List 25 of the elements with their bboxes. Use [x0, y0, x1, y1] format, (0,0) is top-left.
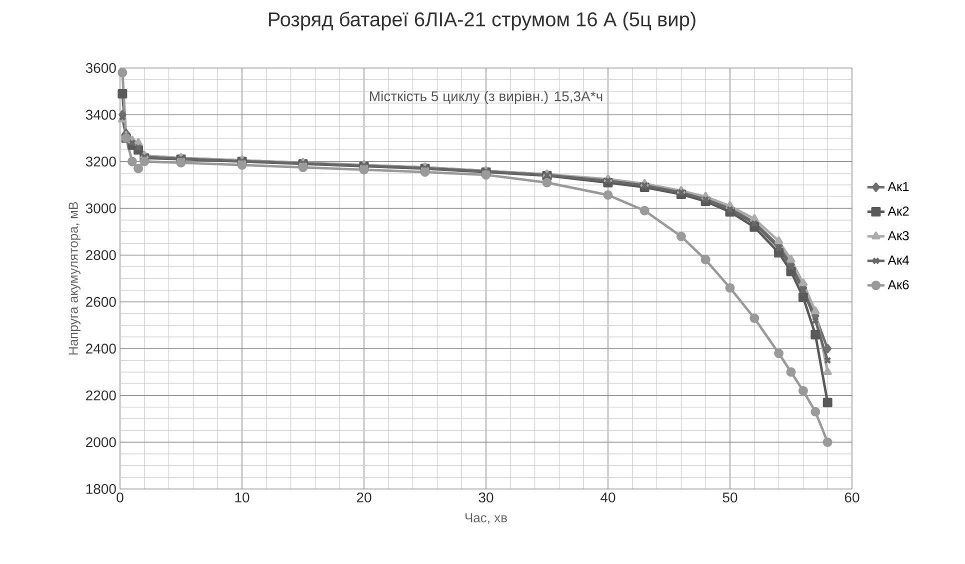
y-tick-label: 3400	[86, 110, 116, 120]
y-tick-label: 2000	[86, 437, 116, 448]
y-tick-label: 1800	[86, 484, 116, 494]
x-tick-label: 40	[600, 492, 616, 502]
legend-label: Ак4	[888, 256, 909, 265]
y-tick-label: 2600	[86, 296, 116, 307]
y-tick-label: 3200	[86, 156, 116, 167]
y-tick-label: 2200	[86, 390, 116, 400]
legend-label: Ак6	[888, 280, 909, 290]
y-tick-label: 3600	[86, 63, 116, 73]
y-axis-title: Напруга акумулятора, мВ	[68, 202, 80, 355]
x-tick-label: 30	[478, 492, 494, 502]
x-tick-label: 10	[235, 492, 250, 502]
x-tick-label: 50	[722, 492, 738, 502]
x-tick-label: 60	[844, 492, 860, 502]
y-tick-label: 2800	[86, 250, 116, 260]
legend-label: Ак3	[888, 231, 909, 240]
y-tick-label: 2400	[86, 344, 116, 354]
x-axis-title: Час, хв	[466, 513, 507, 524]
legend-label: Ак1	[888, 182, 909, 192]
legend-label: Ак2	[888, 206, 909, 216]
chart-title: Розряд батареї 6ЛІА-21 струмом 16 А (5ц вир)	[269, 12, 696, 30]
x-tick-label: 20	[356, 492, 372, 502]
y-tick-label: 3000	[86, 203, 116, 214]
x-tick-label: 0	[116, 492, 124, 502]
